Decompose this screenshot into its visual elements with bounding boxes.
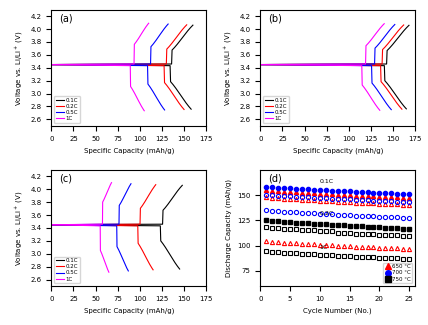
Legend: 0.1C, 0.2C, 0.5C, 1C: 0.1C, 0.2C, 0.5C, 1C (263, 97, 289, 123)
Y-axis label: Discharge Capacity (mAh/g): Discharge Capacity (mAh/g) (225, 179, 232, 277)
X-axis label: Specific Capacity (mAh/g): Specific Capacity (mAh/g) (83, 147, 174, 154)
X-axis label: Cycle Number (No.): Cycle Number (No.) (303, 307, 372, 314)
Text: 0.2C: 0.2C (319, 211, 333, 215)
Text: (b): (b) (268, 13, 282, 23)
X-axis label: Specific Capacity (mAh/g): Specific Capacity (mAh/g) (83, 307, 174, 314)
Y-axis label: Voltage vs. Li/Li$^+$ (V): Voltage vs. Li/Li$^+$ (V) (14, 190, 25, 266)
Y-axis label: Voltage vs. Li/Li$^+$ (V): Voltage vs. Li/Li$^+$ (V) (223, 30, 234, 106)
Text: 0.1C: 0.1C (319, 179, 333, 184)
Text: (c): (c) (59, 174, 72, 183)
Legend: 0.1C, 0.2C, 0.5C, 1C: 0.1C, 0.2C, 0.5C, 1C (54, 97, 80, 123)
Legend: 0.1C, 0.2C, 0.5C, 1C: 0.1C, 0.2C, 0.5C, 1C (54, 256, 80, 283)
Text: 1C: 1C (319, 245, 327, 250)
Text: (a): (a) (59, 13, 73, 23)
X-axis label: Specific Capacity (mAh/g): Specific Capacity (mAh/g) (293, 147, 383, 154)
Y-axis label: Voltage vs. Li/Li$^+$ (V): Voltage vs. Li/Li$^+$ (V) (14, 30, 25, 106)
Text: (d): (d) (268, 174, 282, 183)
Legend: 650 °C, 700 °C, 750 °C: 650 °C, 700 °C, 750 °C (383, 263, 413, 283)
